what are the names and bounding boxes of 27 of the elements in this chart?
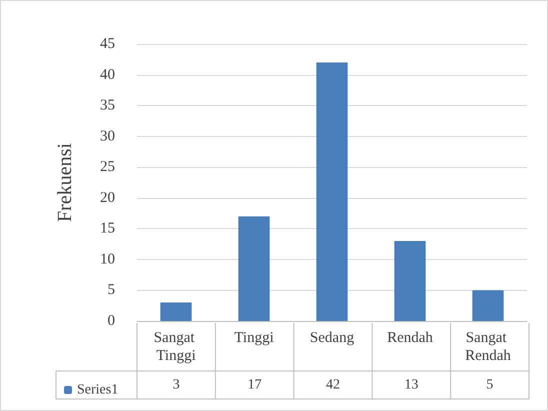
bar: [160, 302, 192, 321]
data-label: 17: [248, 378, 262, 392]
data-label: 42: [326, 378, 340, 392]
bar: [316, 62, 348, 321]
y-tick-label: 15: [100, 220, 115, 237]
x-tick-label: Tinggi: [234, 330, 274, 346]
y-tick-label: 20: [100, 190, 115, 206]
bar: [238, 216, 270, 321]
x-tick-label: Rendah: [387, 330, 434, 346]
y-tick-label: 40: [100, 66, 115, 83]
y-axis-title: Frekuensi: [54, 142, 76, 222]
y-tick-label: 45: [100, 36, 115, 52]
y-tick-label: 25: [100, 159, 115, 176]
y-tick-label: 30: [100, 128, 115, 144]
legend-label: Series1: [77, 382, 118, 398]
y-tick-label: 5: [108, 282, 115, 298]
bar: [394, 240, 426, 321]
bar: [472, 290, 504, 321]
data-label: 3: [172, 378, 180, 392]
y-tick-label: 10: [100, 251, 115, 268]
data-label: 13: [404, 378, 418, 392]
data-label: 5: [486, 378, 494, 392]
y-tick-label: 0: [108, 313, 115, 329]
x-tick-label: Sangat Rendah: [465, 330, 512, 364]
y-tick-label: 35: [100, 98, 115, 114]
x-tick-label: Sedang: [310, 330, 355, 346]
x-tick-label: Sangat Tinggi: [154, 330, 198, 364]
